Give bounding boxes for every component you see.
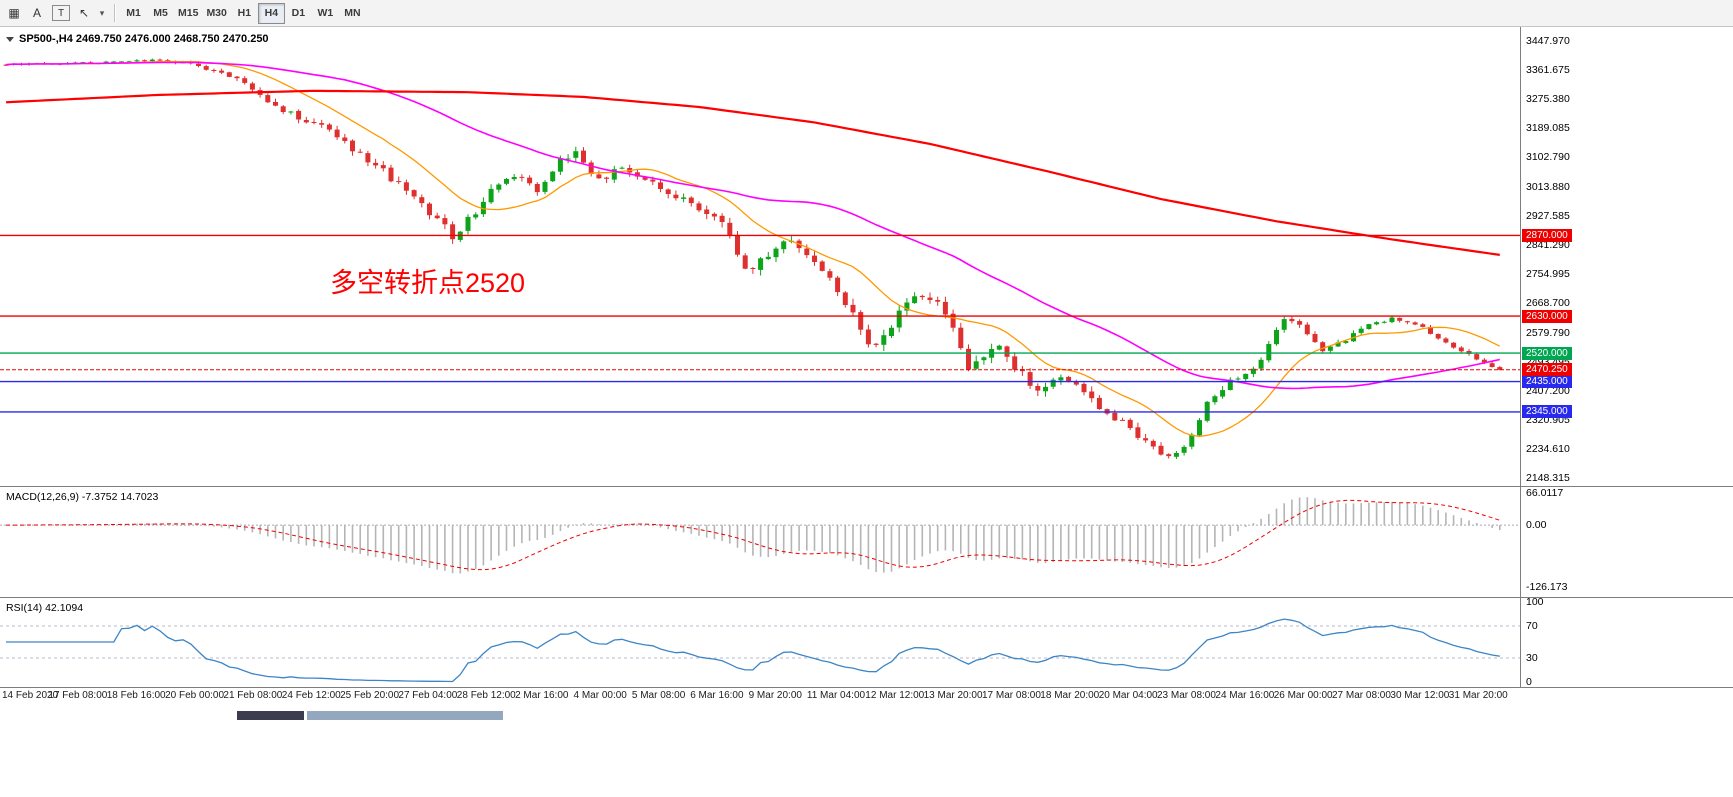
price-level-tag: 2870.000: [1522, 228, 1572, 242]
cropped-ui-fragment: [237, 711, 304, 720]
price-level-tag: 2630.000: [1522, 309, 1572, 323]
axis-tick-label: 3361.675: [1526, 64, 1570, 77]
axis-tick-label: 2841.290: [1526, 239, 1570, 252]
time-axis-label: 20 Mar 04:00: [1098, 690, 1158, 701]
time-axis-label: 4 Mar 00:00: [573, 690, 627, 701]
time-axis-label: 5 Mar 08:00: [631, 690, 686, 701]
timeframe-button-m1[interactable]: M1: [126, 7, 141, 19]
time-axis-label: 26 Mar 00:00: [1273, 690, 1333, 701]
dropdown-arrow-icon[interactable]: ▾: [99, 7, 105, 18]
time-axis-label: 31 Mar 20:00: [1448, 690, 1508, 701]
axis-tick-label: 3275.380: [1526, 93, 1570, 106]
axis-tick-label: 3013.880: [1526, 181, 1570, 193]
axis-tick-label: 30: [1526, 652, 1538, 664]
text-label-icon[interactable]: T: [52, 5, 70, 21]
axis-tick-label: -126.173: [1526, 580, 1568, 593]
toolbar-separator: [114, 4, 115, 22]
time-axis-label: 27 Mar 08:00: [1332, 690, 1391, 701]
timeframe-button-w1[interactable]: W1: [317, 7, 334, 19]
time-axis-label: 21 Feb 08:00: [223, 690, 283, 701]
time-axis-label: 24 Feb 12:00: [281, 690, 341, 701]
tool-icon-group: ▦ A T ↖ ▾: [3, 3, 109, 23]
time-axis-label: 18 Feb 16:00: [106, 690, 166, 701]
timeframe-button-d1[interactable]: D1: [291, 7, 306, 19]
timeframe-button-mn[interactable]: MN: [344, 7, 361, 19]
time-axis-label: 24 Mar 16:00: [1215, 690, 1275, 701]
rsi-panel-chart[interactable]: [0, 598, 1520, 687]
price-axis[interactable]: 3447.970 3361.675 3275.380 3189.085 3102.790…: [1521, 27, 1733, 688]
cursor-tool-icon[interactable]: ↖: [78, 6, 90, 20]
bottom-area: [0, 703, 1733, 797]
time-axis-label: 14 Feb 2020: [2, 690, 59, 701]
axis-tick-label: 100: [1526, 596, 1544, 608]
time-axis-label: 30 Mar 12:00: [1390, 690, 1450, 701]
price-level-tag: 2435.000: [1522, 375, 1572, 389]
time-axis-label: 28 Feb 12:00: [456, 690, 516, 701]
axis-tick-label: 70: [1526, 620, 1538, 632]
axis-tick-label: 3189.085: [1526, 122, 1570, 135]
time-axis-label: 18 Mar 20:00: [1040, 690, 1100, 701]
text-annotation-icon[interactable]: A: [32, 6, 41, 20]
price-level-tag: 2345.000: [1522, 405, 1572, 419]
time-axis-label: 12 Mar 12:00: [865, 690, 925, 701]
timeframe-button-m30[interactable]: M30: [206, 7, 227, 19]
axis-tick-label: 2754.995: [1526, 268, 1570, 281]
time-axis-label: 9 Mar 20:00: [748, 690, 802, 701]
price-axis-border: [1520, 27, 1521, 688]
time-axis-label: 11 Mar 04:00: [806, 690, 866, 701]
panel-separator: [0, 687, 1733, 688]
axis-tick-label: 0.00: [1526, 519, 1547, 532]
timeframe-toolbar: M1 M5 M15 M30 H1 H4 D1 W1 MN: [120, 2, 366, 24]
axis-tick-label: 2579.790: [1526, 327, 1570, 339]
main-price-chart[interactable]: [0, 27, 1520, 486]
timeframe-button-m15[interactable]: M15: [178, 7, 199, 19]
panel-separator[interactable]: [0, 597, 1733, 598]
time-axis-label: 20 Feb 00:00: [165, 690, 225, 701]
timeframe-button-h1[interactable]: H1: [237, 7, 252, 19]
price-level-tag: 2520.000: [1522, 346, 1572, 360]
axis-tick-label: 3102.790: [1526, 151, 1570, 164]
cropped-ui-fragment: [307, 711, 503, 720]
time-axis[interactable]: 14 Feb 2020 17 Feb 08:00 18 Feb 16:00 20 Fe…: [0, 690, 1520, 704]
axis-tick-label: 2148.315: [1526, 472, 1570, 484]
axis-tick-label: 3447.970: [1526, 35, 1570, 48]
axis-tick-label: 66.0117: [1526, 486, 1564, 499]
toolbar: ▦ A T ↖ ▾ M1 M5 M15 M30 H1 H4 D1 W1 MN: [0, 0, 1733, 27]
panel-separator[interactable]: [0, 486, 1733, 487]
time-axis-label: 17 Mar 08:00: [982, 690, 1041, 701]
price-level-tag: 2470.250: [1522, 363, 1572, 377]
time-axis-label: 27 Feb 04:00: [398, 690, 458, 701]
axis-tick-label: 0: [1526, 676, 1532, 688]
time-axis-label: 6 Mar 16:00: [690, 690, 744, 701]
time-axis-label: 2 Mar 16:00: [515, 690, 569, 701]
axis-tick-label: 2927.585: [1526, 210, 1570, 222]
macd-panel-chart[interactable]: [0, 487, 1520, 597]
axis-tick-label: 2234.610: [1526, 443, 1570, 455]
axis-tick-label: 2668.700: [1526, 297, 1570, 310]
timeframe-button-m5[interactable]: M5: [153, 7, 168, 19]
chart-grid-icon[interactable]: ▦: [8, 6, 20, 20]
time-axis-label: 13 Mar 20:00: [923, 690, 983, 701]
time-axis-label: 17 Feb 08:00: [48, 690, 108, 701]
time-axis-label: 23 Mar 08:00: [1157, 690, 1216, 701]
time-axis-label: 25 Feb 20:00: [340, 690, 400, 701]
timeframe-button-h4[interactable]: H4: [257, 2, 285, 24]
chart-window[interactable]: SP500-,H4 2469.750 2476.000 2468.750 247…: [0, 27, 1733, 703]
